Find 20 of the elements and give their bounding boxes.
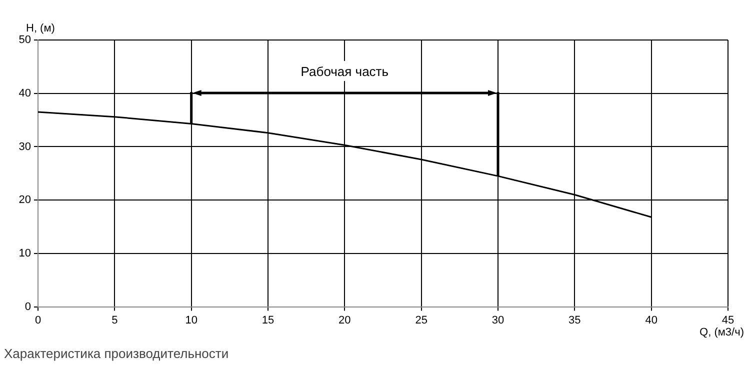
x-tick-label: 0: [34, 314, 42, 326]
x-tick-label: 25: [415, 314, 428, 326]
x-tick-label: 5: [112, 314, 118, 326]
x-tick-label: 40: [645, 314, 658, 326]
x-tick-label: 15: [262, 314, 274, 326]
x-tick-label: 45: [722, 314, 734, 326]
text: Характеристика производительности: [4, 346, 229, 361]
annotation: Рабочая часть: [300, 64, 389, 80]
x-tick-label: 35: [568, 314, 581, 326]
y-tick-label: 40: [18, 87, 31, 100]
y-tick-label: 30: [18, 140, 31, 153]
x-axis-title: Q, (м3/ч): [700, 326, 744, 338]
x-tick-label: 20: [338, 314, 351, 326]
x-tick-label: 30: [492, 314, 504, 326]
y-tick-label: 0: [24, 300, 31, 313]
x-tick-label: 10: [185, 314, 198, 326]
y-axis-title: H, (м): [26, 22, 55, 35]
y-tick-label: 50: [18, 34, 31, 46]
y-tick-label: 10: [18, 247, 31, 260]
y-tick-label: 20: [18, 194, 31, 206]
